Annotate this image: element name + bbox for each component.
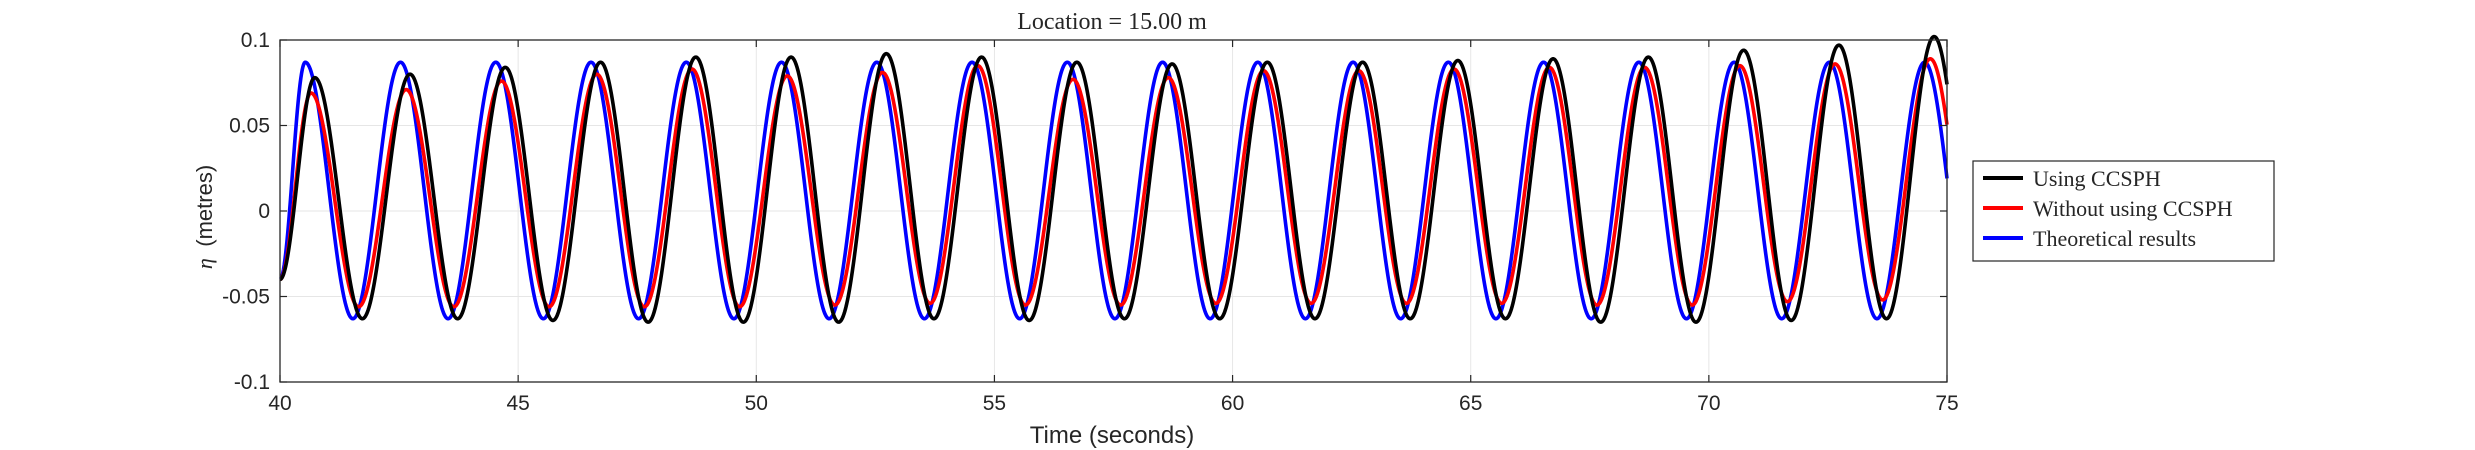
- series-lines: [278, 34, 1949, 324]
- legend: Using CCSPH Without using CCSPH Theoretica…: [1972, 160, 2275, 262]
- x-tick-label: 40: [268, 392, 291, 415]
- y-tick-label: 0: [258, 200, 270, 223]
- x-tick-label: 60: [1221, 392, 1244, 415]
- series-line-2: [278, 60, 1949, 321]
- y-tick-label: -0.05: [222, 286, 270, 309]
- plot-area: 40 45 50 55 60 65 70 75 -0.1 -0.05 0 0.05 0.1: [222, 29, 1959, 415]
- x-tick-label: 65: [1459, 392, 1482, 415]
- legend-box: [1972, 160, 2275, 262]
- x-tick-label: 50: [745, 392, 768, 415]
- x-tick-label: 55: [983, 392, 1006, 415]
- y-tick-label: -0.1: [234, 371, 270, 394]
- y-tick-label: 0.05: [229, 115, 270, 138]
- legend-label: Theoretical results: [2033, 226, 2196, 251]
- y-axis-label-unit: (metres): [192, 165, 217, 247]
- y-axis-label-symbol: η: [192, 258, 217, 269]
- legend-label: Using CCSPH: [2033, 166, 2161, 191]
- y-axis-ticks: -0.1 -0.05 0 0.05 0.1: [222, 29, 1947, 394]
- x-tick-label: 75: [1935, 392, 1958, 415]
- x-tick-label: 45: [506, 392, 529, 415]
- x-axis-ticks: 40 45 50 55 60 65 70 75: [268, 40, 1959, 415]
- x-tick-label: 70: [1697, 392, 1720, 415]
- chart-title: Location = 15.00 m: [1017, 9, 1207, 35]
- y-axis-label: η (metres): [192, 165, 217, 269]
- legend-label: Without using CCSPH: [2033, 196, 2233, 221]
- y-tick-label: 0.1: [241, 29, 270, 52]
- x-axis-label: Time (seconds): [1030, 422, 1194, 449]
- series-line-0: [278, 34, 1949, 324]
